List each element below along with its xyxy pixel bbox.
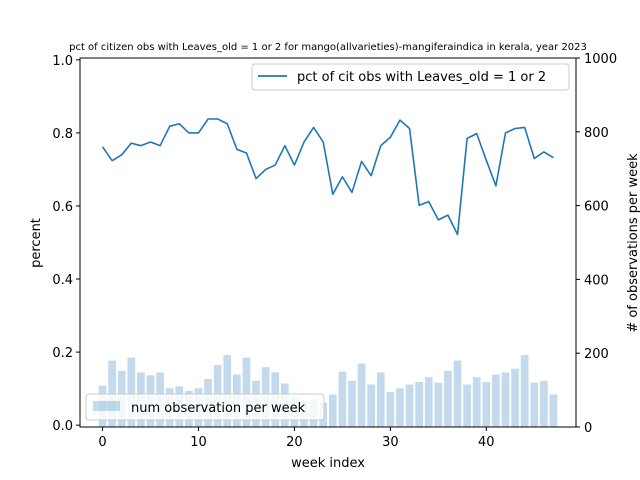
x-tick-label: 0: [98, 435, 106, 450]
bar: [530, 383, 538, 427]
bar: [396, 388, 404, 427]
y-right-tick-label: 200: [584, 347, 609, 362]
bar: [387, 392, 395, 427]
bar-legend-label: num observation per week: [131, 401, 306, 416]
y-right-tick-label: 800: [584, 126, 609, 141]
y-left-tick-label: 0.4: [52, 273, 73, 288]
x-tick-label: 30: [382, 435, 399, 450]
y-left-axis-ticks: 0.0 0.2 0.4 0.6 0.8 1.0: [52, 54, 80, 434]
bar: [425, 377, 433, 427]
bar: [550, 395, 558, 427]
y-right-tick-label: 600: [584, 200, 609, 215]
y-left-tick-label: 0.2: [52, 346, 73, 361]
line-legend-label: pct of cit obs with Leaves_old = 1 or 2: [297, 70, 546, 85]
bar: [502, 372, 510, 427]
y-left-tick-label: 0.6: [52, 200, 73, 215]
bar: [377, 372, 385, 427]
x-tick-label: 10: [190, 435, 207, 450]
bar: [444, 371, 452, 427]
y-right-tick-label: 400: [584, 273, 609, 288]
x-axis-label: week index: [291, 456, 365, 471]
line-series: [103, 119, 554, 234]
y-left-axis-label: percent: [29, 218, 44, 268]
bar: [511, 369, 519, 427]
line-legend: pct of cit obs with Leaves_old = 1 or 2: [252, 64, 569, 90]
y-left-tick-label: 0.8: [52, 127, 73, 142]
y-right-tick-label: 1000: [584, 52, 617, 67]
x-tick-label: 40: [478, 435, 495, 450]
bar: [434, 383, 442, 427]
x-axis-ticks: 0 10 20 30 40: [98, 427, 494, 450]
bar: [492, 375, 500, 427]
x-tick-label: 20: [286, 435, 303, 450]
y-left-tick-label: 0.0: [52, 419, 73, 434]
bar: [406, 385, 414, 427]
bar: [339, 372, 347, 427]
y-left-tick-label: 1.0: [52, 54, 73, 69]
bar: [540, 381, 548, 427]
bar-legend-swatch: [93, 401, 120, 411]
bar: [473, 377, 481, 427]
line-series-layer: [103, 119, 554, 234]
bar: [348, 381, 356, 427]
bar: [454, 361, 462, 427]
plot-frame: [80, 58, 576, 427]
bar: [358, 364, 366, 427]
y-right-tick-label: 0: [584, 421, 592, 436]
y-right-axis-ticks: 0 200 400 600 800 1000: [576, 52, 617, 436]
y-right-axis-label: # of observations per week: [626, 153, 640, 333]
bar-legend: num observation per week: [86, 394, 324, 420]
chart-title: pct of citizen obs with Leaves_old = 1 o…: [69, 42, 587, 53]
bar: [367, 385, 375, 427]
bar: [329, 395, 337, 427]
bar: [415, 382, 423, 427]
bar: [463, 385, 471, 427]
bar: [521, 355, 529, 427]
bar: [482, 382, 490, 427]
